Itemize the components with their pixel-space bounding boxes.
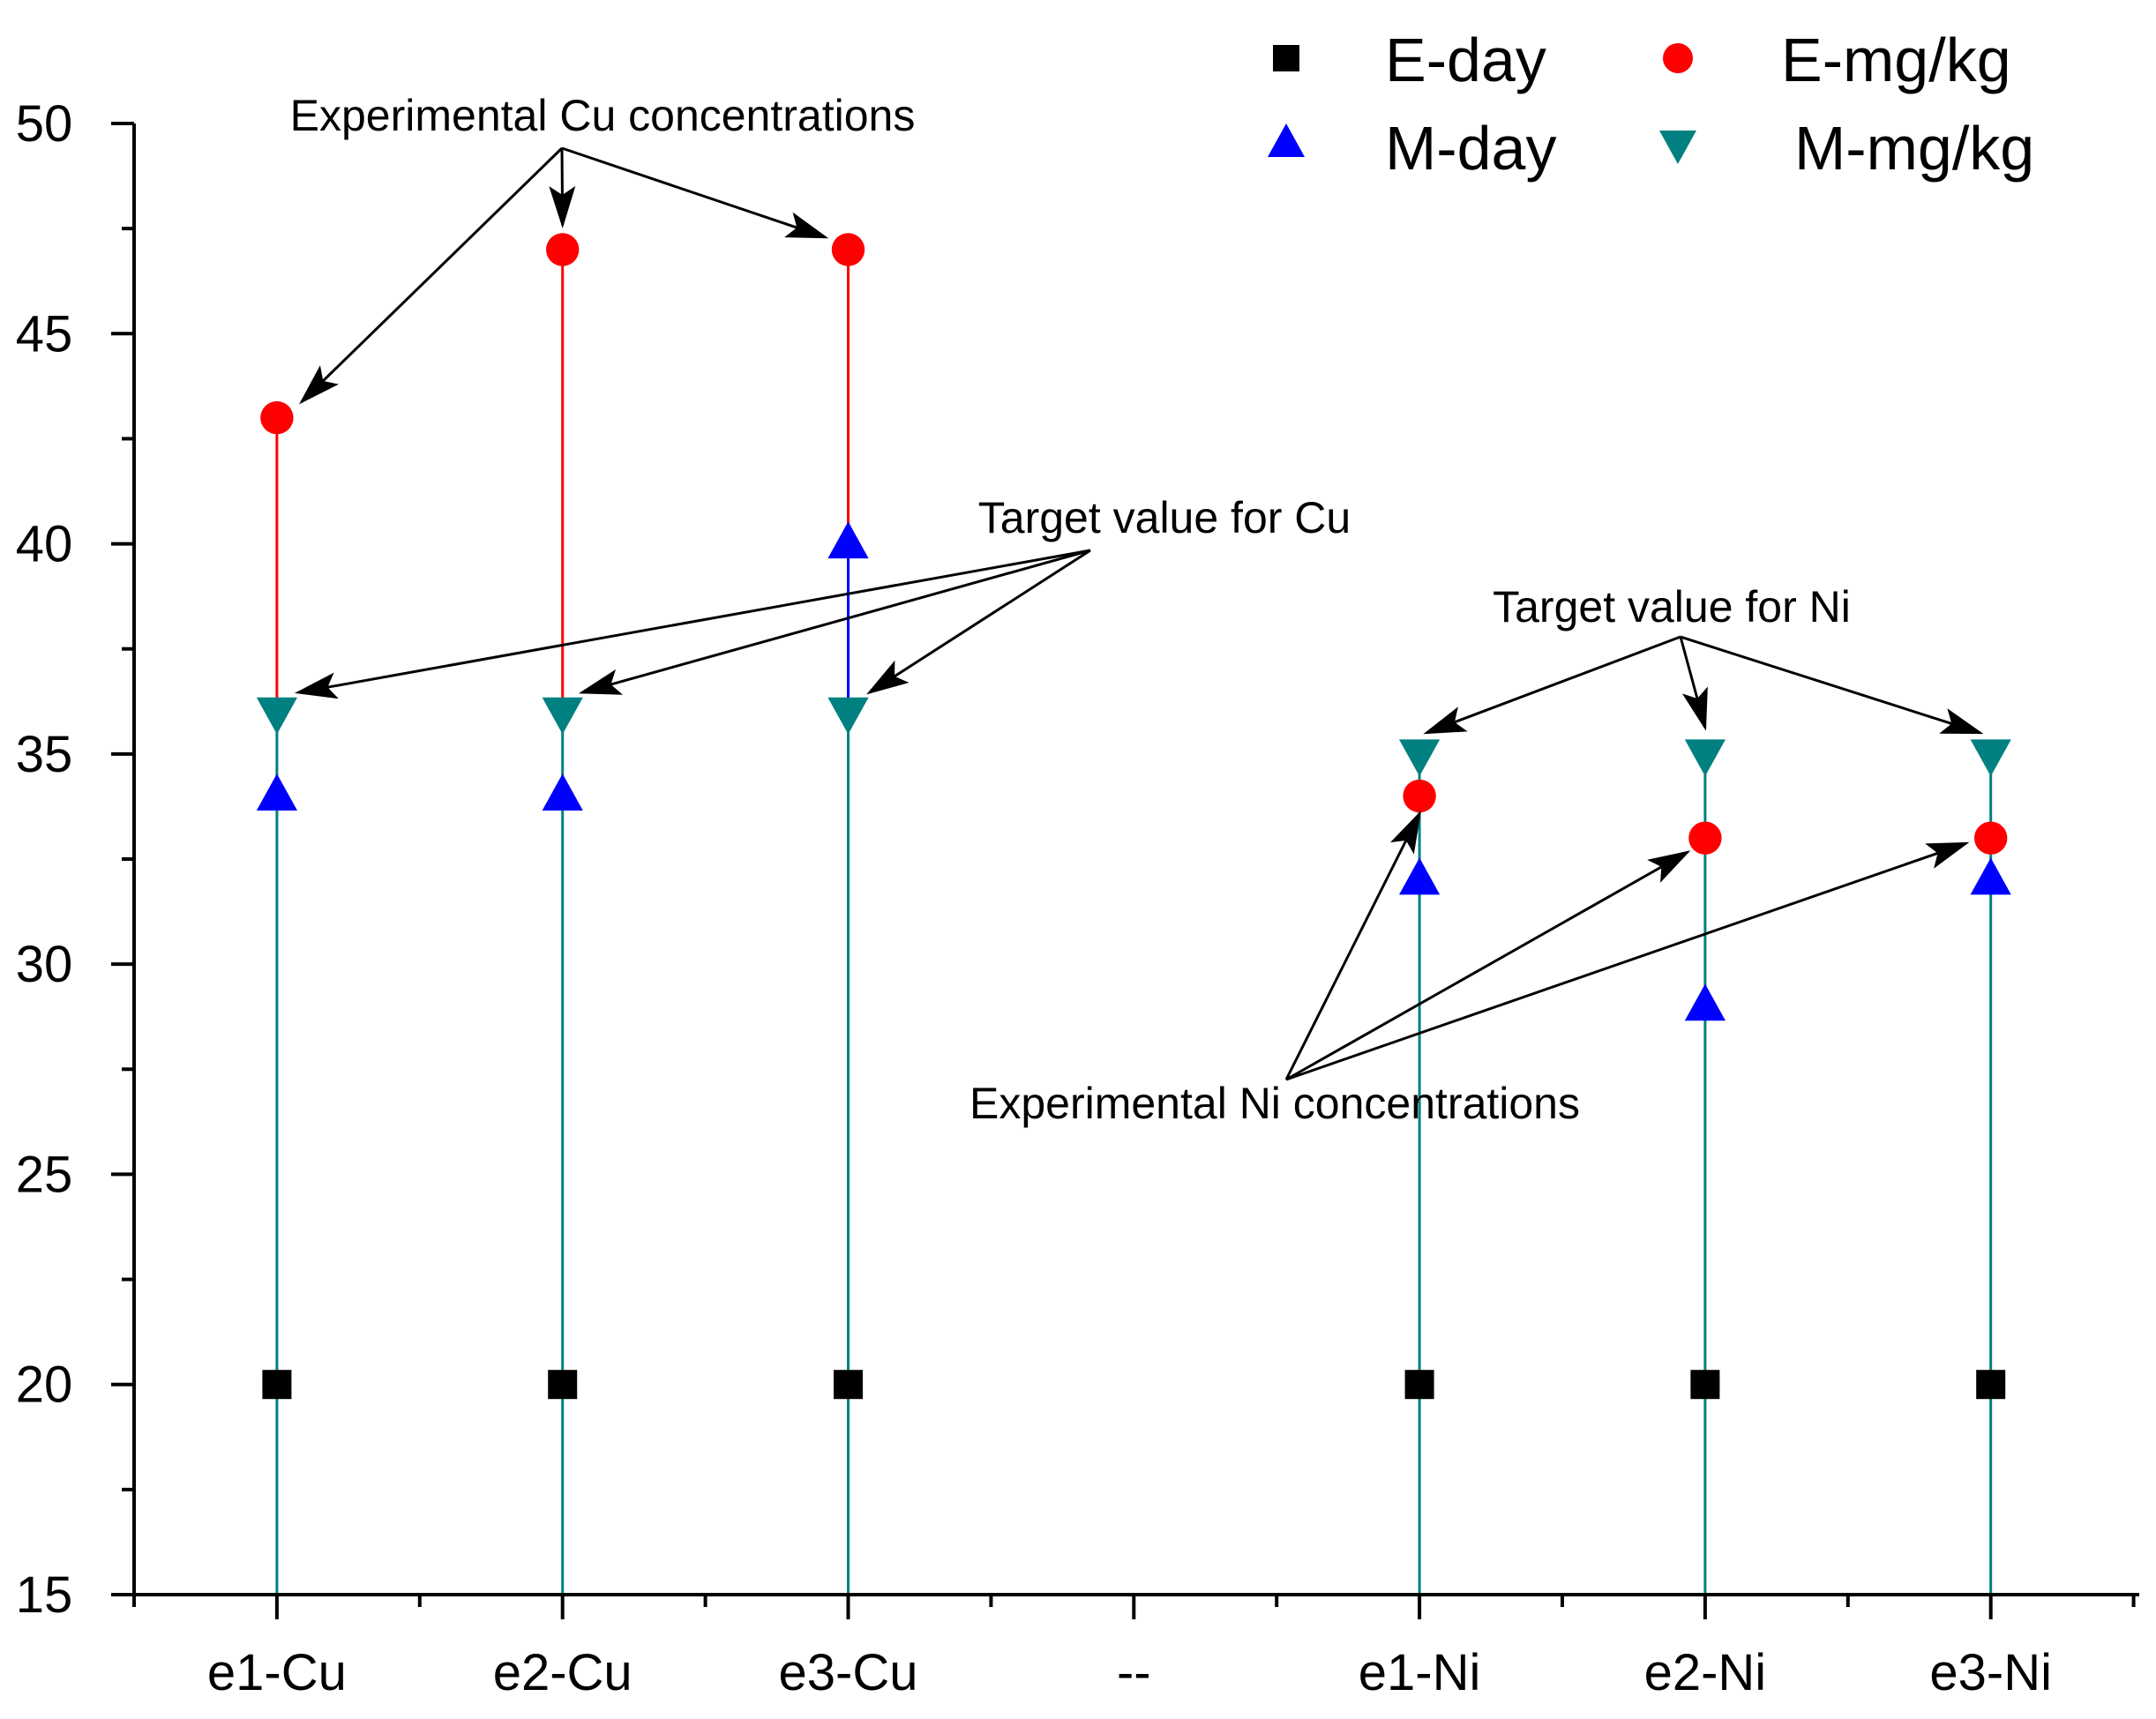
point-e-day-e1-cu	[262, 1370, 292, 1400]
point-m-mg-kg-e1-cu	[256, 697, 297, 735]
point-m-mg-kg-e3-ni	[1970, 739, 2011, 777]
annotation-label: Experimental Cu concentrations	[290, 91, 916, 140]
x-tick-label: e2-Cu	[493, 1644, 633, 1701]
point-m-day-e2-ni	[1684, 983, 1726, 1021]
point-e-mg-kg-e3-ni	[1974, 821, 2008, 855]
markers	[256, 233, 2011, 1400]
annotation-arrow	[549, 147, 576, 228]
legend-marker-e-day	[1273, 45, 1299, 71]
x-tick-label: --	[1117, 1644, 1151, 1701]
x-tick-label: e3-Ni	[1929, 1644, 2052, 1701]
y-tick-label: 25	[16, 1146, 73, 1203]
point-e-mg-kg-e1-ni	[1403, 779, 1436, 813]
legend-marker-m-day	[1268, 123, 1305, 157]
point-e-day-e3-cu	[834, 1370, 863, 1400]
point-m-mg-kg-e1-ni	[1399, 739, 1441, 777]
y-tick-label: 30	[16, 936, 73, 993]
y-tick-label: 50	[16, 95, 73, 153]
annotation-arrow	[299, 146, 564, 405]
point-m-day-e3-ni	[1970, 857, 2011, 895]
point-m-mg-kg-e2-ni	[1684, 739, 1726, 777]
point-e-day-e2-ni	[1690, 1370, 1720, 1400]
annotation-arrow	[1680, 635, 1984, 735]
point-m-day-e3-cu	[827, 521, 869, 559]
point-e-mg-kg-e3-cu	[831, 233, 865, 266]
annotations: Experimental Cu concentrations Target val…	[290, 91, 1984, 1128]
point-e-mg-kg-e2-ni	[1688, 821, 1722, 855]
legend-label: E-day	[1385, 26, 1546, 94]
annotation-arrow	[561, 146, 829, 239]
annotation-arrow	[578, 549, 1091, 695]
point-m-day-e2-cu	[542, 774, 583, 811]
legend-marker-m-mg-kg	[1659, 131, 1696, 164]
point-e-mg-kg-e2-cu	[546, 233, 580, 266]
x-tick-label: e3-Cu	[779, 1644, 918, 1701]
point-m-mg-kg-e2-cu	[542, 697, 583, 735]
x-tick-label: e2-Ni	[1644, 1644, 1767, 1701]
annotation-label: Target value for Ni	[1493, 582, 1851, 632]
annotation-arrow	[866, 549, 1091, 695]
point-e-mg-kg-e1-cu	[260, 400, 294, 435]
y-tick-label: 45	[16, 305, 73, 362]
legend: E-day E-mg/kg M-day M-mg/kg	[1268, 26, 2034, 183]
annotation-arrow	[1679, 636, 1708, 731]
drop-lines	[275, 249, 1993, 1595]
legend-marker-e-mg-kg	[1663, 43, 1693, 73]
x-tick-label: e1-Cu	[207, 1644, 347, 1701]
annotation-label: Target value for Cu	[978, 493, 1351, 542]
legend-label: M-mg/kg	[1794, 114, 2034, 183]
point-m-mg-kg-e3-cu	[827, 697, 869, 735]
axes: 15 20 25 30 35 40 45 50 e1-Cu e2-Cu e3-Cu -- e1-Ni e2…	[16, 95, 2139, 1701]
legend-label: E-mg/kg	[1781, 26, 2011, 94]
annotation-label: Experimental Ni concentrations	[969, 1079, 1580, 1128]
point-e-day-e1-ni	[1404, 1370, 1434, 1400]
point-m-day-e1-ni	[1399, 857, 1441, 895]
annotation-arrow	[1423, 635, 1681, 735]
annotation-arrow	[1285, 850, 1691, 1081]
y-tick-label: 20	[16, 1357, 73, 1414]
annotation-arrow	[1285, 841, 1970, 1081]
y-tick-label: 40	[16, 516, 73, 573]
point-e-day-e2-cu	[548, 1370, 578, 1400]
annotation-arrow	[294, 549, 1091, 699]
y-tick-label: 15	[16, 1566, 73, 1624]
point-m-day-e1-cu	[256, 774, 297, 811]
legend-label: M-day	[1385, 114, 1556, 183]
x-tick-label: e1-Ni	[1359, 1644, 1481, 1701]
annotation-arrow	[1284, 810, 1421, 1080]
point-e-day-e3-ni	[1976, 1370, 2006, 1400]
y-tick-label: 35	[16, 726, 73, 783]
